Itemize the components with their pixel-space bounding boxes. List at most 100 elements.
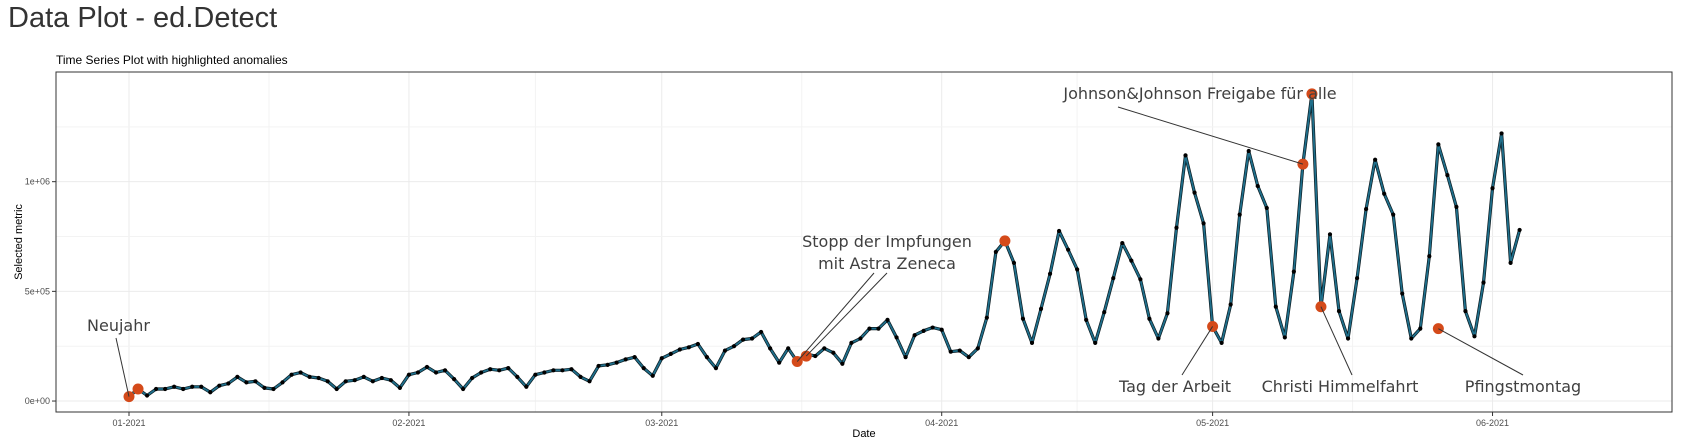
data-point bbox=[1391, 212, 1396, 217]
data-point bbox=[948, 349, 953, 354]
page-title: Data Plot - ed.Detect bbox=[8, 2, 278, 34]
data-point bbox=[686, 345, 691, 350]
data-point bbox=[370, 379, 375, 384]
data-point bbox=[984, 315, 989, 320]
annotation-christi-himmelfahrt: Christi Himmelfahrt bbox=[1262, 377, 1419, 396]
data-point bbox=[1237, 212, 1242, 217]
data-point bbox=[1364, 206, 1369, 212]
data-point bbox=[677, 347, 682, 352]
data-point bbox=[1147, 316, 1152, 321]
x-tick-label: 01-2021 bbox=[112, 418, 145, 428]
data-point bbox=[605, 362, 610, 367]
data-point bbox=[722, 348, 728, 353]
data-point bbox=[424, 364, 430, 370]
data-point bbox=[1255, 183, 1260, 189]
data-point bbox=[461, 386, 466, 392]
data-point bbox=[840, 361, 845, 366]
data-point bbox=[831, 350, 836, 355]
leader-pfingstmontag bbox=[1438, 328, 1524, 376]
annotation-tag-der-arbeit: Tag der Arbeit bbox=[1118, 377, 1231, 396]
annotation-stopp-line2: mit Astra Zeneca bbox=[818, 254, 956, 273]
svg-text:Neujahr: Neujahr bbox=[87, 316, 150, 335]
data-point bbox=[190, 384, 195, 389]
data-point bbox=[1508, 260, 1513, 265]
data-point bbox=[966, 355, 971, 360]
data-point bbox=[1246, 148, 1251, 154]
data-point bbox=[587, 379, 592, 384]
data-point bbox=[1499, 131, 1504, 136]
data-point bbox=[1282, 335, 1287, 340]
data-point bbox=[695, 341, 700, 347]
data-point bbox=[1183, 153, 1188, 158]
data-point bbox=[777, 360, 782, 365]
data-point bbox=[1463, 308, 1468, 314]
x-tick-label: 05-2021 bbox=[1196, 418, 1229, 428]
data-point bbox=[650, 373, 655, 378]
data-point bbox=[1102, 310, 1107, 315]
data-point bbox=[397, 385, 402, 390]
data-point bbox=[361, 374, 366, 380]
leader-stopp-1 bbox=[796, 272, 875, 362]
data-point bbox=[388, 378, 393, 383]
data-point bbox=[406, 372, 412, 377]
data-point bbox=[903, 355, 908, 360]
data-point bbox=[1228, 302, 1233, 307]
x-axis-title: Date bbox=[852, 428, 875, 439]
svg-text:Tag der Arbeit: Tag der Arbeit bbox=[1118, 377, 1231, 396]
data-point bbox=[1192, 190, 1197, 195]
data-point bbox=[352, 378, 357, 383]
data-point bbox=[253, 379, 258, 384]
data-point bbox=[1047, 271, 1053, 276]
data-point bbox=[506, 366, 511, 371]
data-point bbox=[596, 363, 601, 369]
leader-tag-der-arbeit bbox=[1181, 326, 1214, 376]
svg-text:Pfingstmontag: Pfingstmontag bbox=[1465, 377, 1581, 396]
annotation-stopp-line1: Stopp der Impfungen bbox=[802, 232, 972, 251]
leader-johnson bbox=[1117, 106, 1304, 165]
data-point bbox=[1327, 232, 1333, 237]
data-point bbox=[759, 329, 764, 335]
y-tick-label: 1e+06 bbox=[25, 177, 50, 187]
data-point bbox=[524, 384, 529, 389]
data-point bbox=[1093, 340, 1098, 346]
data-point bbox=[813, 353, 818, 359]
data-point bbox=[713, 366, 719, 371]
x-tick-label: 03-2021 bbox=[645, 418, 678, 428]
data-point bbox=[488, 367, 493, 372]
annotation-leader-lines bbox=[115, 106, 1524, 397]
svg-text:Johnson&Johnson Freigabe für a: Johnson&Johnson Freigabe für alle bbox=[1062, 84, 1336, 103]
data-point bbox=[569, 367, 574, 372]
data-point bbox=[316, 375, 321, 381]
data-point bbox=[1219, 340, 1224, 346]
annotation-johnson: Johnson&Johnson Freigabe für alle bbox=[1062, 84, 1336, 103]
data-point bbox=[1400, 291, 1405, 296]
data-point bbox=[578, 374, 583, 380]
data-point bbox=[858, 336, 863, 341]
data-point bbox=[930, 325, 935, 330]
data-point bbox=[533, 372, 538, 377]
data-point bbox=[768, 346, 773, 351]
data-point bbox=[704, 355, 710, 360]
annotation-neujahr: Neujahr bbox=[87, 316, 150, 335]
data-point bbox=[235, 374, 240, 380]
data-point bbox=[271, 386, 276, 392]
data-point bbox=[1445, 172, 1450, 178]
annotation-pfingstmontag: Pfingstmontag bbox=[1465, 377, 1581, 396]
anomaly-point bbox=[1306, 88, 1318, 100]
data-point bbox=[181, 386, 186, 392]
data-point bbox=[731, 344, 737, 349]
data-point bbox=[433, 370, 439, 375]
data-point bbox=[334, 386, 339, 392]
data-point bbox=[1120, 240, 1125, 246]
data-point bbox=[614, 360, 619, 365]
data-point bbox=[1481, 280, 1486, 285]
data-point bbox=[894, 335, 899, 340]
data-point bbox=[1454, 204, 1459, 210]
data-point bbox=[343, 379, 348, 384]
data-point bbox=[1056, 228, 1062, 234]
data-point bbox=[1427, 254, 1432, 259]
leader-neujahr bbox=[115, 337, 130, 397]
data-point bbox=[307, 374, 312, 380]
data-point bbox=[244, 380, 249, 385]
